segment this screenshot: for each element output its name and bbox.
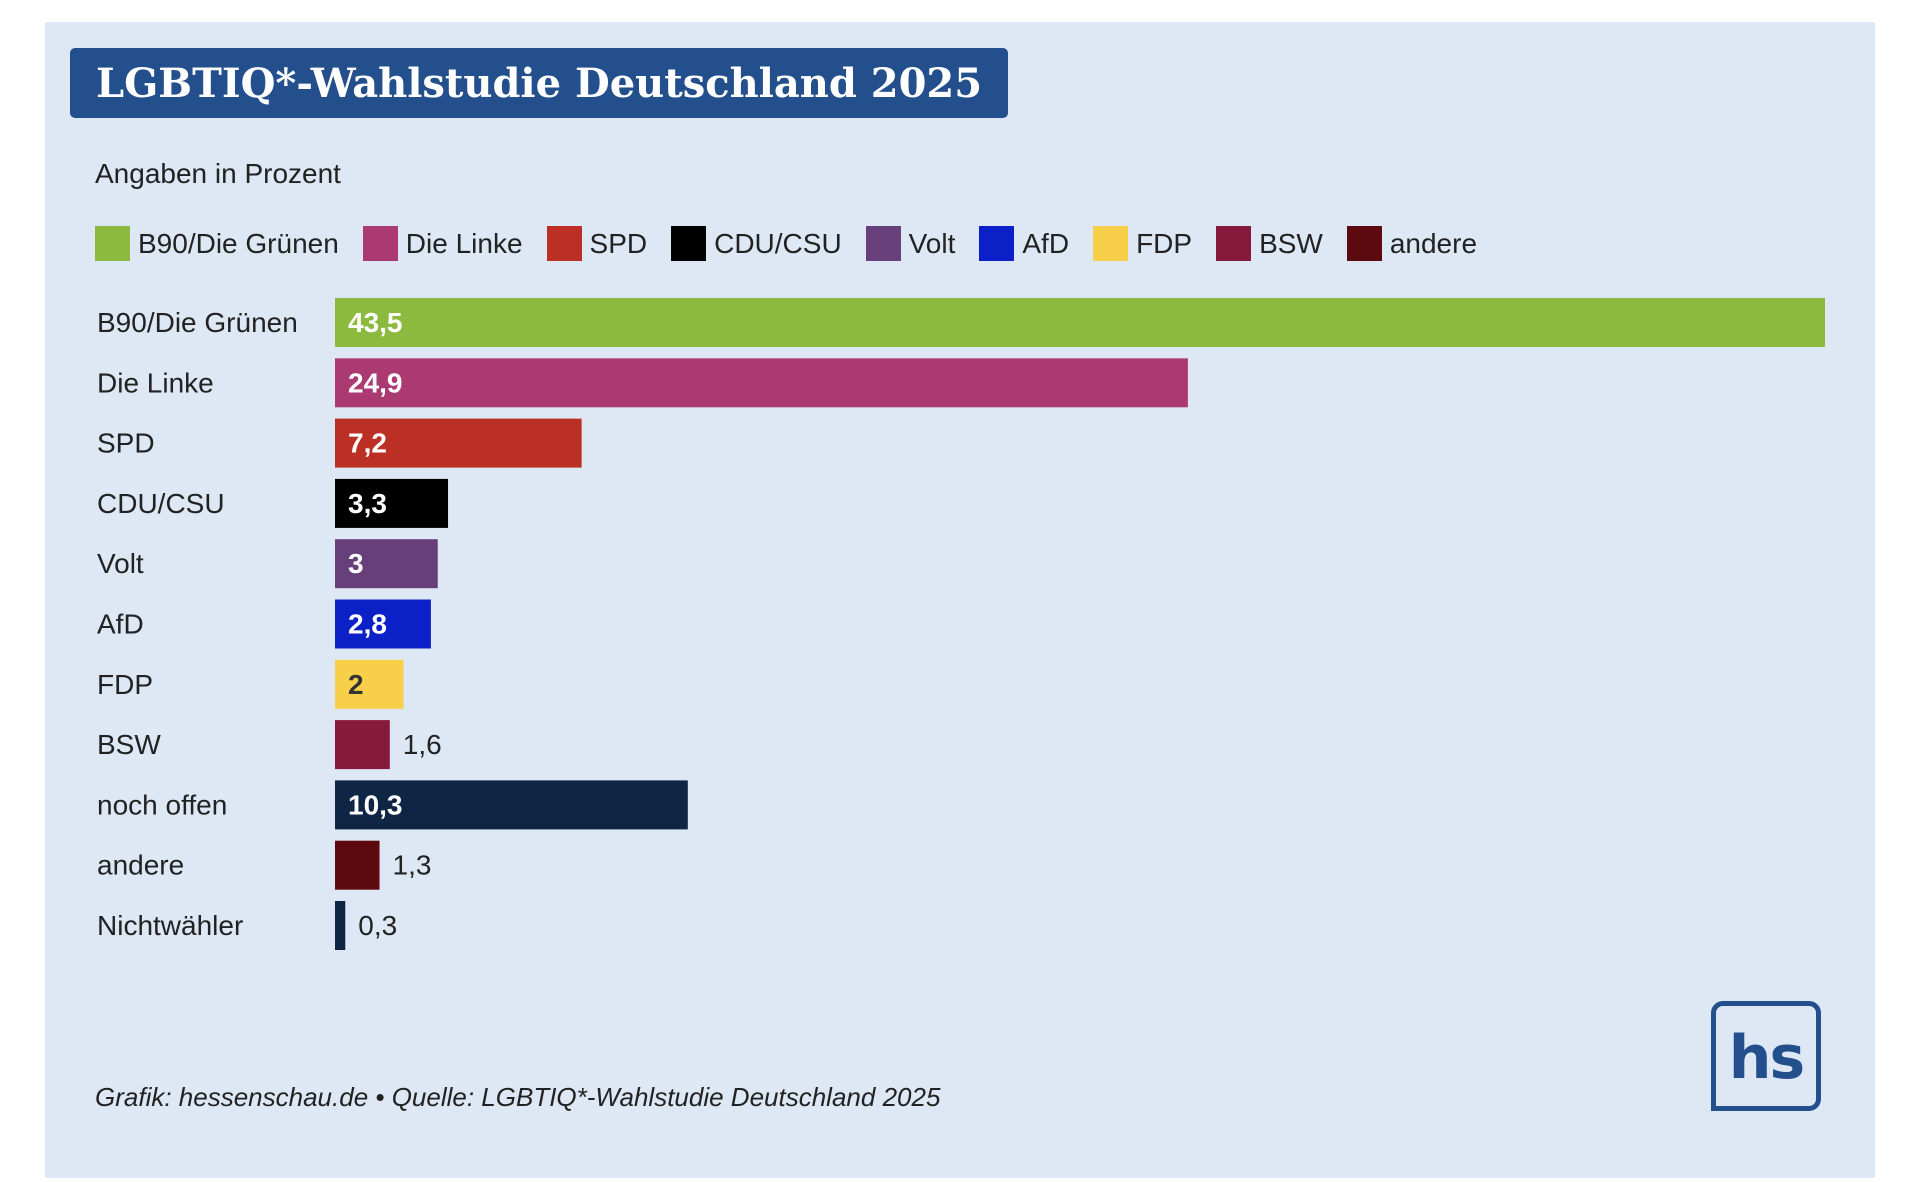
- legend-label: CDU/CSU: [714, 227, 842, 259]
- bar-value-label: 1,3: [393, 850, 432, 881]
- bar-value-label: 2: [348, 669, 364, 700]
- legend-swatch: [95, 226, 130, 261]
- legend-label: FDP: [1136, 227, 1193, 259]
- bar-value-label: 1,6: [403, 729, 442, 760]
- category-label: Nichtwähler: [97, 910, 243, 941]
- bar: [335, 780, 688, 830]
- bar-value-label: 3,3: [348, 488, 387, 519]
- category-label: Volt: [97, 548, 144, 579]
- legend-swatch: [1346, 226, 1382, 261]
- bar: [335, 840, 380, 890]
- bar-value-label: 3: [348, 548, 364, 579]
- legend-label: B90/Die Grünen: [138, 227, 339, 259]
- legend-item: AfD: [979, 226, 1069, 261]
- bar-chart: B90/Die Grünen 43,5 Die Linke 24,9 SPD 7,2 CDU…: [97, 298, 1825, 950]
- legend-item: BSW: [1216, 226, 1323, 261]
- legend-swatch: [979, 226, 1015, 261]
- category-label: FDP: [97, 669, 153, 700]
- category-label: AfD: [97, 609, 144, 640]
- legend-item: CDU/CSU: [671, 226, 842, 261]
- bar-value-label: 2,8: [348, 609, 387, 640]
- bar: [335, 659, 404, 709]
- bar-value-label: 24,9: [348, 367, 403, 398]
- legend-item: SPD: [546, 226, 648, 261]
- source-footer: Grafik: hessenschau.de • Quelle: LGBTIQ*…: [95, 1082, 941, 1112]
- chart-subtitle: Angaben in Prozent: [95, 158, 341, 189]
- bar: [335, 599, 431, 649]
- chart-title: LGBTIQ*-Wahlstudie Deutschland 2025: [96, 59, 983, 107]
- category-label: B90/Die Grünen: [97, 307, 298, 338]
- category-label: CDU/CSU: [97, 488, 225, 519]
- title-banner: LGBTIQ*-Wahlstudie Deutschland 2025: [70, 48, 1009, 118]
- legend-swatch: [1216, 226, 1252, 261]
- legend-label: SPD: [589, 227, 648, 259]
- legend-item: Volt: [865, 226, 956, 261]
- bar-value-label: 7,2: [348, 428, 387, 459]
- legend-label: Volt: [908, 227, 956, 259]
- category-label: SPD: [97, 428, 155, 459]
- bar: [335, 298, 1825, 347]
- legend-item: FDP: [1093, 226, 1192, 261]
- legend-label: Die Linke: [405, 227, 523, 259]
- legend-label: BSW: [1259, 227, 1323, 259]
- legend-swatch: [362, 226, 398, 261]
- bar: [335, 358, 1188, 408]
- legend-swatch: [546, 226, 582, 261]
- bar: [335, 418, 582, 468]
- logo-text: hs: [1728, 1023, 1805, 1093]
- category-label: andere: [97, 850, 184, 881]
- legend-item: andere: [1346, 226, 1478, 261]
- bar: [335, 539, 438, 589]
- legend-label: andere: [1389, 227, 1478, 259]
- chart-legend: B90/Die Grünen Die Linke SPD CDU/CSU Volt AfD…: [95, 226, 1501, 261]
- bar-value-label: 43,5: [348, 307, 403, 338]
- legend-swatch: [865, 226, 901, 261]
- legend-item: B90/Die Grünen: [95, 226, 339, 261]
- category-label: noch offen: [97, 789, 227, 820]
- chart-card: LGBTIQ*-Wahlstudie Deutschland 2025 Anga…: [45, 22, 1875, 1178]
- legend-item: Die Linke: [362, 226, 523, 261]
- bar-value-label: 10,3: [348, 789, 403, 820]
- bar-value-label: 0,3: [358, 910, 397, 941]
- category-label: BSW: [97, 729, 161, 760]
- bar: [335, 720, 390, 770]
- legend-swatch: [1093, 226, 1129, 261]
- bar: [335, 901, 346, 950]
- bar: [335, 478, 449, 528]
- legend-swatch: [671, 226, 707, 261]
- legend-label: AfD: [1022, 227, 1070, 259]
- category-label: Die Linke: [97, 367, 214, 398]
- hessenschau-logo: hs: [1711, 1001, 1821, 1111]
